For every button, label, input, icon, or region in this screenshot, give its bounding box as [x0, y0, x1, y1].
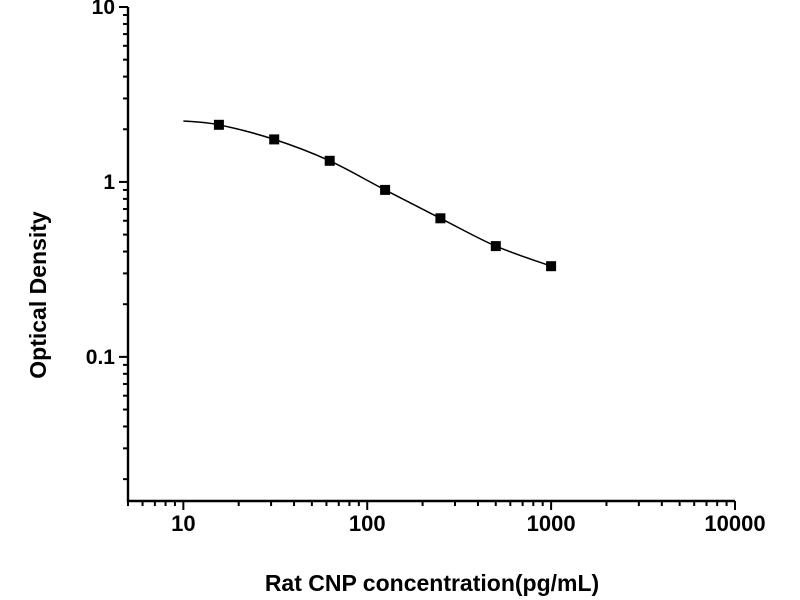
data-point-marker	[380, 184, 391, 195]
y-tick-label: 10	[92, 0, 115, 19]
data-point-marker	[213, 119, 224, 130]
data-point-markers	[213, 119, 557, 272]
axis-ticks	[119, 6, 736, 510]
tick-labels: 10 100 1000 10000 10 1 0.1	[86, 0, 766, 536]
x-axis-title: Rat CNP concentration(pg/mL)	[265, 570, 599, 596]
x-tick-label: 10	[171, 511, 195, 536]
y-axis-title: Optical Density	[25, 211, 51, 379]
data-point-marker	[435, 213, 446, 224]
y-tick-label: 1	[103, 171, 115, 194]
data-point-marker	[269, 134, 280, 145]
data-point-marker	[546, 261, 557, 272]
data-point-marker	[490, 241, 501, 252]
x-tick-label: 1000	[527, 511, 576, 536]
x-tick-label: 100	[349, 511, 386, 536]
data-point-marker	[324, 155, 335, 166]
axis-spines	[126, 7, 735, 503]
x-tick-label: 10000	[704, 511, 765, 536]
y-tick-label: 0.1	[86, 346, 116, 369]
